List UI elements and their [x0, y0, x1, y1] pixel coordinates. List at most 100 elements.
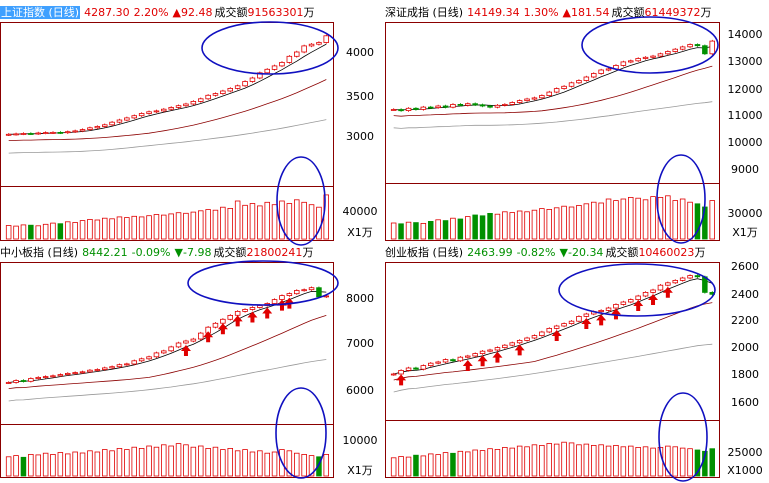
vol-value: 10460023	[638, 246, 695, 259]
vol-label: 成交额	[611, 6, 645, 19]
index-name[interactable]: 上证指数 (日线)	[0, 6, 81, 19]
volume-bar	[539, 444, 545, 477]
index-name[interactable]: 深证成指 (日线)	[385, 6, 464, 19]
index-name[interactable]: 中小板指 (日线)	[0, 246, 79, 259]
volume-bar	[286, 203, 293, 240]
volume-bar	[57, 223, 64, 240]
candle	[657, 284, 664, 291]
candle	[131, 360, 137, 365]
volume-bar	[94, 451, 101, 477]
volume-bar	[591, 201, 597, 240]
volume-bar	[87, 218, 93, 240]
volume-bar	[242, 449, 248, 477]
volume-bar	[709, 448, 716, 477]
candle	[709, 40, 716, 55]
buy-arrow-icon	[232, 315, 243, 327]
volume-bar	[553, 443, 560, 477]
volume-bar	[175, 212, 182, 240]
candle	[35, 132, 42, 135]
volume-bar	[457, 450, 464, 477]
candle	[102, 124, 108, 127]
volume-bar	[124, 449, 130, 477]
candle	[79, 129, 86, 132]
volume-bar	[398, 456, 404, 477]
panel-header-gem: 创业板指 (日线) 2463.99 -0.82% ▼-20.34 成交额10460023…	[385, 246, 705, 260]
volume-bar	[87, 450, 93, 477]
candle	[183, 340, 189, 344]
candle	[479, 104, 486, 107]
candle	[205, 94, 211, 100]
candle	[576, 315, 582, 322]
volume-bar	[442, 452, 449, 477]
candle	[271, 299, 278, 304]
volume-bar	[124, 217, 130, 240]
volume-bar	[583, 443, 590, 477]
candle	[687, 275, 693, 279]
volume-bar	[390, 457, 397, 477]
volume-bar	[271, 451, 278, 477]
price-tick-label: 2000	[731, 341, 759, 354]
candle	[220, 90, 226, 94]
volume-bar	[160, 444, 167, 477]
candle	[553, 325, 560, 329]
candle	[153, 110, 160, 113]
volume-bar	[138, 216, 145, 240]
candle	[72, 372, 78, 375]
vol-value: 91563301	[247, 6, 304, 19]
candle	[479, 350, 486, 355]
candle	[390, 109, 397, 111]
volume-bar	[561, 441, 567, 477]
vol-value: 21800241	[246, 246, 303, 259]
volume-bar	[153, 446, 160, 477]
volume-bar	[205, 447, 211, 477]
volume-bar	[635, 446, 641, 477]
candle	[524, 337, 530, 341]
candle	[131, 115, 137, 119]
buy-arrow-icon	[462, 360, 473, 371]
volume-bar	[109, 450, 115, 477]
ma-line-mid	[8, 79, 327, 141]
highlight-oval	[276, 156, 326, 246]
candle	[72, 130, 78, 133]
ma-line-mid	[393, 65, 713, 117]
candle	[665, 282, 671, 286]
volume-bar	[628, 196, 634, 240]
volume-bar	[301, 201, 307, 240]
candle	[160, 108, 167, 112]
volume-bar	[160, 214, 167, 240]
volume-bar	[109, 218, 115, 240]
candle	[50, 131, 56, 134]
candle	[257, 72, 263, 79]
ma-line-short	[393, 278, 713, 375]
candle	[635, 58, 641, 62]
volume-bar	[665, 445, 671, 477]
candle	[427, 362, 434, 367]
candle	[175, 105, 182, 108]
volume-bar	[598, 202, 604, 240]
volume-bar	[442, 220, 449, 240]
candle	[405, 367, 412, 371]
ma-line-long	[8, 359, 327, 402]
candle	[197, 98, 204, 102]
candle	[94, 126, 101, 129]
candle	[116, 364, 123, 368]
price-tick-label: 11000	[728, 109, 763, 122]
candle	[249, 307, 256, 310]
ma-line-short	[393, 46, 713, 111]
candle	[553, 88, 560, 93]
index-value: 14149.34	[467, 6, 520, 19]
candle	[50, 375, 56, 378]
highlight-oval	[201, 21, 339, 75]
volume-bar	[183, 212, 189, 240]
vol-label: 成交额	[214, 6, 248, 19]
candle	[234, 85, 241, 89]
volume-bar	[524, 211, 530, 240]
index-pct: 2.20%	[133, 6, 169, 19]
candle	[301, 289, 307, 292]
volume-bar	[72, 451, 78, 477]
candle	[79, 371, 86, 374]
ma-line-long	[8, 119, 327, 154]
index-name[interactable]: 创业板指 (日线)	[385, 246, 464, 259]
volume-bar	[28, 224, 34, 240]
vol-unit: 万	[694, 246, 706, 259]
